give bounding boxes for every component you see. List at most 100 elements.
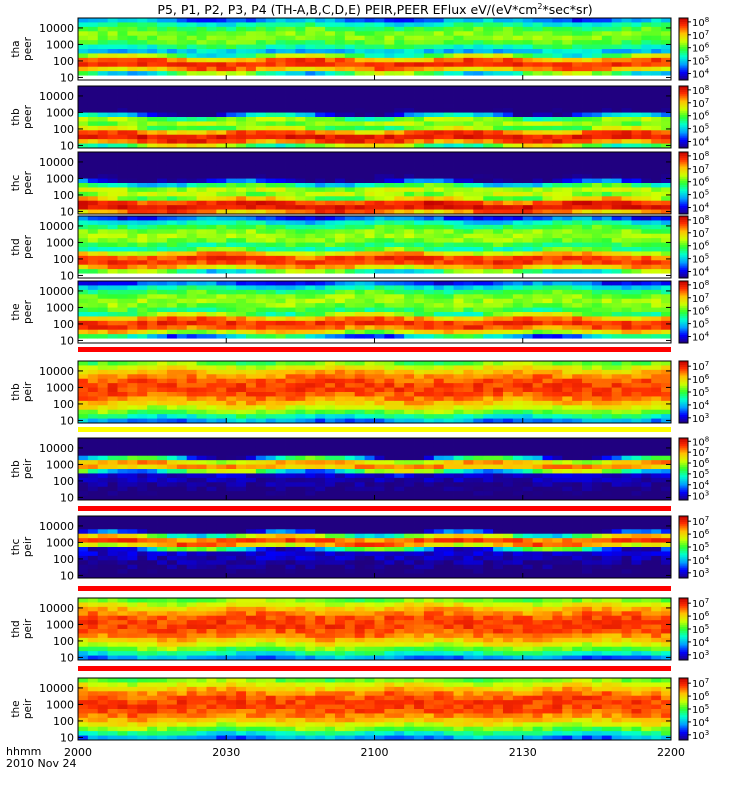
heatmap-cell xyxy=(542,71,553,76)
heatmap-cell xyxy=(364,281,375,286)
heatmap-cell xyxy=(542,35,553,41)
heatmap-cell xyxy=(166,94,178,100)
heatmap-cell xyxy=(591,273,603,279)
heatmap-cell xyxy=(394,49,405,54)
heatmap-cell xyxy=(552,220,563,226)
heatmap-cell xyxy=(275,365,286,371)
heatmap-cell xyxy=(512,117,524,122)
colorbar-step xyxy=(679,203,688,207)
heatmap-cell xyxy=(414,229,425,235)
heatmap-cell xyxy=(265,224,277,230)
heatmap-cell xyxy=(255,130,267,136)
heatmap-cell xyxy=(246,121,257,127)
heatmap-cell xyxy=(78,169,89,175)
heatmap-cell xyxy=(601,90,613,96)
heatmap-cell xyxy=(186,156,197,162)
heatmap-cell xyxy=(582,338,593,344)
heatmap-cell xyxy=(443,294,454,300)
heatmap-cell xyxy=(334,320,346,326)
heatmap-cell xyxy=(285,418,296,424)
heatmap-cell xyxy=(522,117,534,122)
heatmap-cell xyxy=(463,307,474,313)
heatmap-cell xyxy=(354,31,366,37)
heatmap-cell xyxy=(255,255,267,261)
heatmap-cell xyxy=(611,26,622,32)
heatmap-cell xyxy=(216,396,227,402)
heatmap-cell xyxy=(305,298,316,304)
heatmap-cell xyxy=(443,196,454,202)
heatmap-cell xyxy=(78,414,89,419)
heatmap-cell xyxy=(423,174,435,179)
heatmap-cell xyxy=(394,220,405,226)
heatmap-cell xyxy=(315,26,326,32)
heatmap-cell xyxy=(305,387,316,393)
heatmap-cell xyxy=(186,86,197,91)
heatmap-cell xyxy=(305,209,316,215)
heatmap-cell xyxy=(78,22,89,28)
heatmap-cell xyxy=(512,242,524,248)
heatmap-cell xyxy=(483,233,494,239)
heatmap-cell xyxy=(512,103,524,109)
heatmap-cell xyxy=(423,112,435,118)
heatmap-cell xyxy=(631,31,642,37)
heatmap-cell xyxy=(562,71,573,76)
heatmap-cell xyxy=(334,251,346,257)
heatmap-cell xyxy=(562,143,573,149)
heatmap-cell xyxy=(552,334,563,339)
heatmap-cell xyxy=(661,174,672,179)
heatmap-cell xyxy=(305,418,316,424)
heatmap-cell xyxy=(246,200,257,206)
heatmap-cell xyxy=(275,251,286,257)
heatmap-cell xyxy=(423,134,435,140)
heatmap-cell xyxy=(78,264,89,270)
heatmap-cell xyxy=(552,289,563,295)
heatmap-cell xyxy=(107,174,118,179)
heatmap-cell xyxy=(255,396,267,402)
heatmap-cell xyxy=(601,205,613,210)
heatmap-cell xyxy=(364,209,375,215)
heatmap-cell xyxy=(206,169,217,175)
heatmap-cell xyxy=(404,400,415,406)
heatmap-cell xyxy=(611,220,622,226)
heatmap-cell xyxy=(512,285,524,291)
panel-heatmap xyxy=(78,86,672,149)
colorbar-step xyxy=(679,207,688,211)
heatmap-cell xyxy=(334,49,346,54)
heatmap-cell xyxy=(433,329,445,335)
heatmap-cell xyxy=(305,378,316,384)
heatmap-cell xyxy=(423,160,435,166)
heatmap-cell xyxy=(354,94,366,100)
heatmap-cell xyxy=(97,139,109,144)
heatmap-cell xyxy=(305,165,316,171)
heatmap-cell xyxy=(354,316,366,322)
heatmap-cell xyxy=(364,365,375,371)
heatmap-cell xyxy=(463,273,474,279)
heatmap-cell xyxy=(404,396,415,402)
heatmap-cell xyxy=(394,224,405,230)
heatmap-cell xyxy=(196,216,207,221)
heatmap-cell xyxy=(206,174,217,179)
heatmap-cell xyxy=(265,418,277,424)
heatmap-cell xyxy=(344,378,356,384)
heatmap-cell xyxy=(542,103,553,109)
heatmap-cell xyxy=(631,316,642,322)
heatmap-cell xyxy=(78,392,89,397)
heatmap-cell xyxy=(117,53,128,59)
heatmap-cell xyxy=(661,152,672,157)
heatmap-cell xyxy=(137,414,148,419)
heatmap-cell xyxy=(443,260,454,266)
heatmap-cell xyxy=(157,103,168,109)
heatmap-cell xyxy=(433,338,445,344)
heatmap-cell xyxy=(611,191,622,197)
heatmap-cell xyxy=(216,49,227,54)
heatmap-cell xyxy=(354,303,366,308)
heatmap-cell xyxy=(661,281,672,286)
heatmap-cell xyxy=(572,238,583,243)
heatmap-cell xyxy=(236,220,247,226)
heatmap-cell xyxy=(502,26,514,32)
heatmap-cell xyxy=(226,374,237,380)
heatmap-cell xyxy=(651,334,662,339)
heatmap-cell xyxy=(522,238,534,243)
heatmap-cell xyxy=(285,361,296,366)
